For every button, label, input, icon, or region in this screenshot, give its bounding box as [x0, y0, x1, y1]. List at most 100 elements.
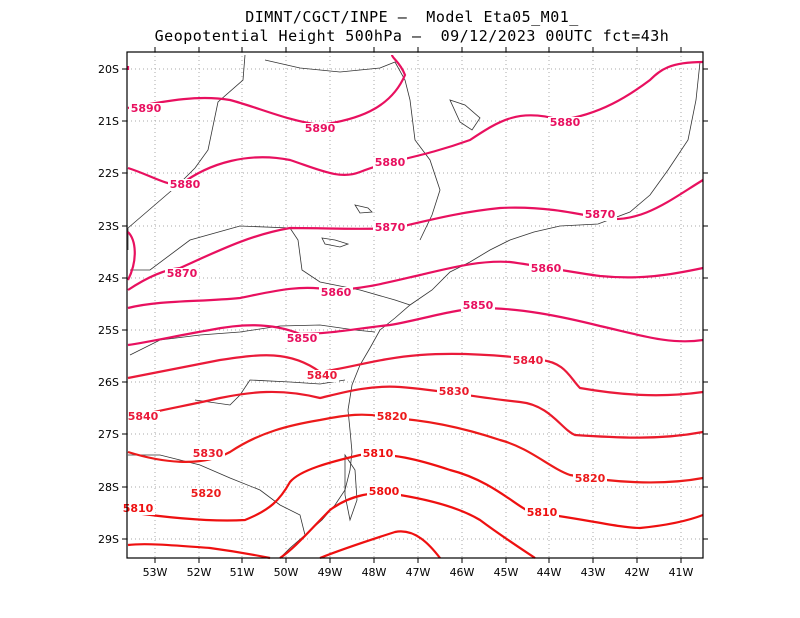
contour-label-5850: 5850 — [463, 299, 494, 312]
contour-label-5820: 5820 — [191, 487, 222, 500]
contour-label-bg — [121, 503, 155, 515]
lon-tick-label: 50W — [274, 566, 299, 579]
axis-ticks: 20S 21S 22S 23S 24S 25S 26S 27S 28S 29S 53W 52W 51W 5… — [98, 47, 708, 579]
contour-label-bg — [367, 486, 401, 498]
lat-tick-label: 20S — [98, 63, 119, 76]
lon-tick-label: 48W — [362, 566, 387, 579]
contour-5860 — [127, 260, 704, 310]
contour-label-bg — [191, 448, 225, 460]
lon-tick-label: 42W — [625, 566, 650, 579]
lat-tick-label: 22S — [98, 167, 119, 180]
lat-tick-label: 23S — [98, 220, 119, 233]
contour-label-5840: 5840 — [307, 369, 338, 382]
lon-tick-label: 43W — [581, 566, 606, 579]
contour-label-bg — [573, 473, 607, 485]
lake — [321, 237, 350, 248]
state-border — [194, 379, 346, 406]
lon-tick-label: 41W — [669, 566, 694, 579]
lon-tick-label: 52W — [187, 566, 212, 579]
state-border — [264, 59, 441, 241]
contour-5840 — [127, 352, 704, 397]
contour-label-5880: 5880 — [375, 156, 406, 169]
contour-label-bg — [529, 263, 563, 275]
contour-label-5840: 5840 — [513, 354, 544, 367]
contour-label-5870: 5870 — [167, 267, 198, 280]
contour-label-bg — [303, 123, 337, 135]
contour-label-5890: 5890 — [305, 122, 336, 135]
contour-label-bg — [375, 411, 409, 423]
contour-label-bg — [305, 370, 339, 382]
lake — [344, 453, 358, 522]
lat-tick-label: 24S — [98, 272, 119, 285]
lon-tick-label: 51W — [230, 566, 255, 579]
lake — [449, 99, 481, 131]
contour-5810 — [127, 453, 704, 530]
contour-label-5880: 5880 — [550, 116, 581, 129]
lon-tick-label: 45W — [494, 566, 519, 579]
lon-tick-label: 47W — [406, 566, 431, 579]
contour-label-bg — [461, 300, 495, 312]
contour-label-5840: 5840 — [128, 410, 159, 423]
state-border — [130, 225, 411, 306]
contour-label-bg — [285, 333, 319, 345]
lon-tick-label: 49W — [318, 566, 343, 579]
contour-5830 — [127, 385, 704, 439]
lat-tick-label: 25S — [98, 324, 119, 337]
contour-label-5820: 5820 — [377, 410, 408, 423]
contour-label-5810: 5810 — [123, 502, 154, 515]
grid-lines — [127, 52, 703, 558]
contour-label-bg — [437, 386, 471, 398]
contour-label-5810: 5810 — [363, 447, 394, 460]
lon-tick-label: 53W — [143, 566, 168, 579]
state-border — [127, 54, 246, 250]
contour-label-bg — [126, 411, 160, 423]
contour-label-bg — [189, 488, 223, 500]
contour-label-bg — [361, 448, 395, 460]
contour-label-5800: 5800 — [369, 485, 400, 498]
lat-tick-label: 27S — [98, 428, 119, 441]
contour-label-bg — [319, 287, 353, 299]
map-frame — [126, 51, 704, 559]
contour-label-5890: 5890 — [131, 102, 162, 115]
contour-label-bg — [129, 103, 163, 115]
lat-tick-label: 26S — [98, 376, 119, 389]
contour-label-5860: 5860 — [531, 262, 562, 275]
coastline-and-borders — [127, 54, 701, 559]
contour-5880 — [127, 60, 704, 187]
state-border — [128, 454, 306, 536]
title-line-2: Geopotential Height 500hPa – 09/12/2023 … — [154, 27, 670, 45]
contour-label-5830: 5830 — [193, 447, 224, 460]
contour-5790 — [127, 543, 271, 560]
contour-label-bg — [583, 209, 617, 221]
contour-5870 — [127, 179, 704, 291]
lon-tick-label: 44W — [537, 566, 562, 579]
contour-label-bg — [165, 268, 199, 280]
contour-label-bg — [373, 157, 407, 169]
state-border — [129, 324, 376, 356]
contour-label-5830: 5830 — [439, 385, 470, 398]
contour-5890 — [127, 54, 407, 127]
contour-label-bg — [373, 222, 407, 234]
contour-label-5880: 5880 — [170, 178, 201, 191]
lake — [354, 204, 373, 214]
contour-label-5870: 5870 — [375, 221, 406, 234]
lat-tick-label: 21S — [98, 115, 119, 128]
contour-label-bg — [525, 507, 559, 519]
contour-label-5860: 5860 — [321, 286, 352, 299]
contour-label-bg — [168, 179, 202, 191]
contour-5790-b — [319, 530, 441, 560]
contour-label-5870: 5870 — [585, 208, 616, 221]
contour-5870-left — [127, 231, 136, 281]
lon-tick-label: 46W — [450, 566, 475, 579]
title-line-1: DIMNT/CGCT/INPE – Model Eta05_M01_ — [245, 8, 579, 26]
lat-tick-label: 28S — [98, 481, 119, 494]
contour-5800 — [279, 492, 536, 559]
contour-label-5850: 5850 — [287, 332, 318, 345]
contour-label-5820: 5820 — [575, 472, 606, 485]
contour-5850 — [127, 306, 704, 347]
lat-tick-label: 29S — [98, 533, 119, 546]
contour-label-bg — [511, 355, 545, 367]
contour-label-5810: 5810 — [527, 506, 558, 519]
contour-label-bg — [548, 117, 582, 129]
